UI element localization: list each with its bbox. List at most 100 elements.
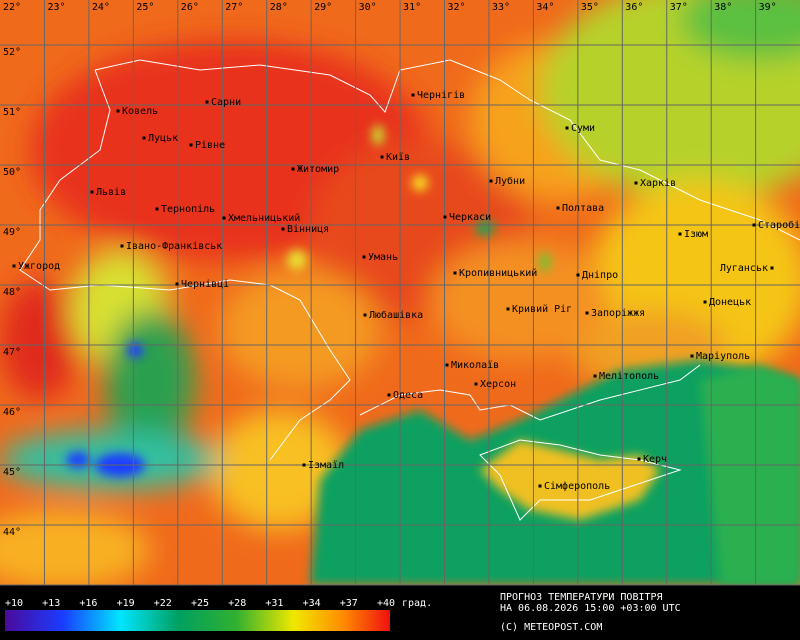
city-marker [189,143,193,147]
city-marker [155,207,159,211]
city-marker [443,215,447,219]
latitude-label: 49° [3,227,21,238]
latitude-label: 47° [3,347,21,358]
legend-tick: +19 [117,598,135,609]
city-marker [116,109,120,113]
city-label: Рівне [195,139,225,151]
city-label: Суми [571,123,595,134]
city-label: Житомир [297,164,339,175]
forecast-time: НА 06.08.2026 15:00 +03:00 UTC [500,603,681,614]
city-marker [362,255,366,259]
legend-ticks: +10 +13 +16 +19 +22 +25 +28 +31 +34 +37 +40 [5,598,395,609]
city-label: Ковель [122,106,158,117]
city-marker [703,300,707,304]
city-label: Ужгород [18,261,60,272]
forecast-title: ПРОГНОЗ ТЕМПЕРАТУРИ ПОВІТРЯ [500,592,663,603]
longitude-label: 31° [403,2,421,13]
city-marker [175,282,179,286]
city-label: Мелітополь [599,370,659,382]
city-label: Харків [640,177,676,189]
city-label: Черкаси [449,212,491,223]
city-marker [222,216,226,220]
city-marker [576,273,580,277]
longitude-label: 29° [314,2,332,13]
longitude-label: 22° [3,2,21,13]
city-marker [291,167,295,171]
latitude-label: 45° [3,467,21,478]
longitude-label: 36° [625,2,643,13]
city-label: Маріуполь [696,350,750,362]
city-marker [637,457,641,461]
legend-tick: +28 [228,598,246,609]
city-label: Керч [643,454,667,465]
city-label: Чернівці [181,278,229,290]
city-marker [302,463,306,467]
latitude-label: 46° [3,407,21,418]
city-label: Одеса [393,390,423,401]
city-marker [634,181,638,185]
city-label: Любашівка [369,309,423,321]
city-label: Сарни [211,97,241,108]
city-marker [411,93,415,97]
longitude-label: 39° [759,2,777,13]
city-label: Тернопіль [161,203,215,215]
city-label: Полтава [562,203,604,214]
city-label: Лубни [495,175,525,187]
city-marker [90,190,94,194]
city-marker [445,363,449,367]
legend-tick: +34 [303,598,321,609]
legend-tick: +25 [191,598,209,609]
longitude-label: 32° [448,2,466,13]
latitude-label: 51° [3,107,21,118]
longitude-label: 26° [181,2,199,13]
city-marker [142,136,146,140]
city-label: Івано-Франківськ [126,240,222,252]
city-marker [585,311,589,315]
longitude-label: 23° [47,2,65,13]
city-label: Дніпро [582,269,618,281]
legend-tick: +13 [42,598,60,609]
city-label: Ізмаїл [308,460,344,471]
longitude-label: 35° [581,2,599,13]
legend-tick: +31 [265,598,283,609]
city-marker [453,271,457,275]
city-marker [770,266,774,270]
latitude-label: 48° [3,287,21,298]
legend-tick: +10 [5,598,23,609]
city-marker [678,232,682,236]
coordinate-grid [0,0,800,586]
city-label: Вінниця [287,223,329,235]
city-label: Старобі [758,219,800,231]
longitude-label: 30° [359,2,377,13]
legend-unit: град. [402,598,432,609]
city-marker [593,374,597,378]
city-marker [538,484,542,488]
city-marker [752,223,756,227]
city-label: Миколаїв [451,360,499,371]
city-marker [565,126,569,130]
legend-tick: +16 [79,598,97,609]
color-scale [5,610,390,631]
city-label: Умань [368,252,398,263]
city-label: Хмельницький [228,212,300,224]
city-label: Луцьк [148,133,178,144]
city-marker [363,313,367,317]
city-marker [387,393,391,397]
city-label: Київ [386,152,410,163]
city-label: Чернігів [417,89,465,101]
city-label: Кривий Ріг [512,303,572,315]
longitude-label: 34° [536,2,554,13]
city-label: Донецьк [709,297,751,308]
latitude-label: 44° [3,527,21,538]
longitude-label: 38° [714,2,732,13]
longitude-label: 24° [92,2,110,13]
city-marker [205,100,209,104]
longitude-label: 27° [225,2,243,13]
longitude-label: 33° [492,2,510,13]
latitude-label: 50° [3,167,21,178]
city-label: Луганськ [720,263,768,274]
city-label: Запоріжжя [591,307,645,319]
city-label: Ізюм [684,229,708,240]
labels: 22° 23° 24° 25° 26° 27° 28° 29° 30° 31° 32° 33° 34° 3… [3,2,800,538]
